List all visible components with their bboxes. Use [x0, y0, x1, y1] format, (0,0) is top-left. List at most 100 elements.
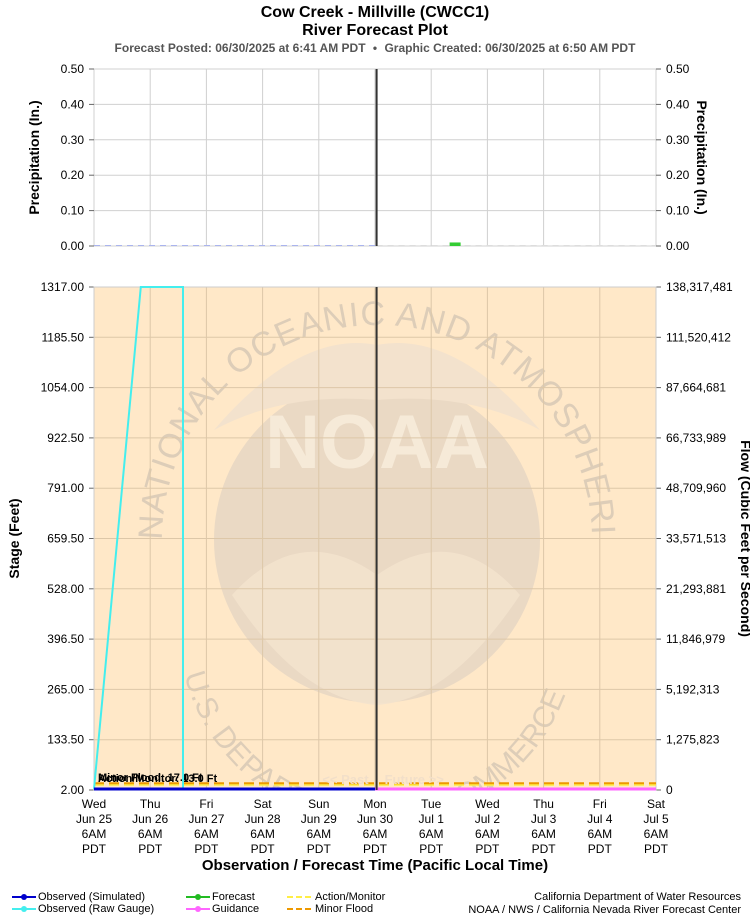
- x-tick-label: Jul 1: [419, 812, 445, 826]
- flow-ytick-label-right: 138,317,481: [666, 280, 733, 294]
- legend-item: Observed (Raw Gauge): [12, 903, 154, 915]
- precip-ytick-label-right: 0.50: [666, 62, 690, 76]
- series-line: [93, 286, 184, 790]
- x-tick-label: 6AM: [194, 827, 219, 841]
- flow-ytick-label-right: 5,192,313: [666, 682, 720, 696]
- x-tick-label: Mon: [363, 797, 386, 811]
- precip-ytick-label-left: 0.40: [61, 97, 85, 111]
- stage-ytick-label-left: 659.50: [47, 532, 84, 546]
- stage-ytick-label-left: 133.50: [47, 733, 84, 747]
- precip-ytick-label-left: 0.50: [61, 62, 85, 76]
- legend-swatch: [287, 896, 311, 898]
- legend-item: Guidance: [186, 903, 259, 915]
- x-tick-label: 6AM: [82, 827, 107, 841]
- x-tick-label: Wed: [82, 797, 106, 811]
- legend-swatch: [12, 891, 36, 903]
- x-tick-label: Jun 25: [76, 812, 112, 826]
- precip-ytick-label-right: 0.00: [666, 239, 690, 253]
- x-tick-label: Tue: [421, 797, 442, 811]
- x-tick-label: 6AM: [363, 827, 388, 841]
- x-tick-label: Jun 27: [188, 812, 224, 826]
- stage-ytick-label-left: 2.00: [61, 783, 85, 797]
- x-tick-label: 6AM: [306, 827, 331, 841]
- threshold-label-minor: Minor Flood: 17.0 Ft: [98, 772, 203, 784]
- legend-item: Minor Flood: [287, 903, 373, 915]
- flow-ytick-label-right: 0: [666, 783, 673, 797]
- legend-swatch: [287, 908, 311, 910]
- legend-label: Observed (Raw Gauge): [38, 903, 155, 915]
- flow-ytick-label-right: 33,571,513: [666, 532, 726, 546]
- legend-label: Observed (Simulated): [38, 891, 145, 903]
- stage-ytick-label-left: 922.50: [47, 431, 84, 445]
- x-tick-label: Jun 30: [357, 812, 393, 826]
- future-label: Future >>: [385, 772, 445, 787]
- flow-ytick-label-right: 21,293,881: [666, 582, 726, 596]
- x-tick-label: PDT: [644, 842, 669, 856]
- x-tick-label: Jun 29: [301, 812, 337, 826]
- stage-ytick-label-left: 1317.00: [41, 280, 85, 294]
- x-tick-label: Thu: [533, 797, 554, 811]
- x-tick-label: Sat: [647, 797, 666, 811]
- x-tick-label: PDT: [194, 842, 219, 856]
- flow-ytick-label-right: 11,846,979: [666, 632, 725, 646]
- flow-ytick-label-right: 48,709,960: [666, 481, 726, 495]
- x-tick-label: 6AM: [475, 827, 500, 841]
- precip-ytick-label-right: 0.30: [666, 133, 690, 147]
- x-tick-label: PDT: [307, 842, 332, 856]
- legend: Observed (Simulated) Observed (Raw Gauge)…: [0, 886, 520, 920]
- separator-bullet: •: [372, 41, 378, 55]
- x-tick-label: PDT: [138, 842, 163, 856]
- precip-ytick-label-left: 0.00: [61, 239, 85, 253]
- x-tick-label: PDT: [475, 842, 500, 856]
- threshold-label-action: Action/Monitor: 13.0 Ft: [98, 773, 218, 785]
- precip-ytick-label-right: 0.10: [666, 204, 690, 218]
- x-tick-label: Jul 2: [475, 812, 501, 826]
- legend-label: Action/Monitor: [315, 891, 386, 903]
- stage-ytick-label-left: 791.00: [47, 481, 84, 495]
- precip-bar: [449, 242, 461, 246]
- x-tick-label: PDT: [363, 842, 388, 856]
- footer-agency-2: NOAA / NWS / California Nevada River For…: [468, 904, 741, 916]
- flow-ytick-label-right: 111,520,412: [666, 330, 731, 344]
- x-tick-label: Jul 3: [531, 812, 557, 826]
- legend-label: Forecast: [212, 891, 255, 903]
- precip-ytick-label-left: 0.10: [61, 204, 85, 218]
- precip-ylabel-left: Precipitation (In.): [26, 100, 42, 214]
- flow-ytick-label-right: 87,664,681: [666, 381, 726, 395]
- x-tick-label: 6AM: [644, 827, 669, 841]
- x-tick-label: Thu: [140, 797, 161, 811]
- flow-ytick-label-right: 66,733,989: [666, 431, 726, 445]
- precip-ytick-label-left: 0.30: [61, 133, 85, 147]
- forecast-posted: Forecast Posted: 06/30/2025 at 6:41 AM P…: [114, 41, 366, 55]
- legend-item: Forecast: [186, 891, 255, 903]
- legend-swatch: [186, 891, 210, 903]
- graphic-created: Graphic Created: 06/30/2025 at 6:50 AM P…: [384, 41, 636, 55]
- x-tick-label: Jun 26: [132, 812, 168, 826]
- flow-ylabel-right: Flow (Cubic Feet per Second): [738, 440, 750, 637]
- stage-ytick-label-left: 528.00: [47, 582, 84, 596]
- stage-ylabel-left: Stage (Feet): [6, 498, 22, 578]
- x-tick-label: 6AM: [587, 827, 612, 841]
- precip-ylabel-right: Precipitation (In.): [694, 100, 710, 214]
- precip-ytick-label-right: 0.20: [666, 168, 690, 182]
- x-tick-label: 6AM: [250, 827, 275, 841]
- past-label: << Past: [322, 772, 369, 787]
- stage-ytick-label-left: 1185.50: [42, 330, 85, 344]
- x-tick-label: PDT: [588, 842, 613, 856]
- legend-item: Observed (Simulated): [12, 891, 145, 903]
- x-tick-label: Fri: [199, 797, 213, 811]
- x-tick-label: Jul 4: [587, 812, 613, 826]
- x-tick-label: PDT: [419, 842, 444, 856]
- x-tick-label: Jun 28: [245, 812, 281, 826]
- chart-subtitle: River Forecast Plot: [302, 22, 448, 39]
- precip-ytick-label-right: 0.40: [666, 97, 690, 111]
- stage-ytick-label-left: 396.50: [47, 632, 84, 646]
- x-tick-label: Wed: [475, 797, 499, 811]
- x-tick-label: 6AM: [531, 827, 556, 841]
- stage-ytick-label-left: 1054.00: [41, 381, 85, 395]
- x-tick-label: Fri: [593, 797, 607, 811]
- chart-title: Cow Creek - Millville (CWCC1): [260, 4, 490, 21]
- legend-label: Guidance: [212, 903, 260, 915]
- legend-label: Minor Flood: [315, 903, 374, 915]
